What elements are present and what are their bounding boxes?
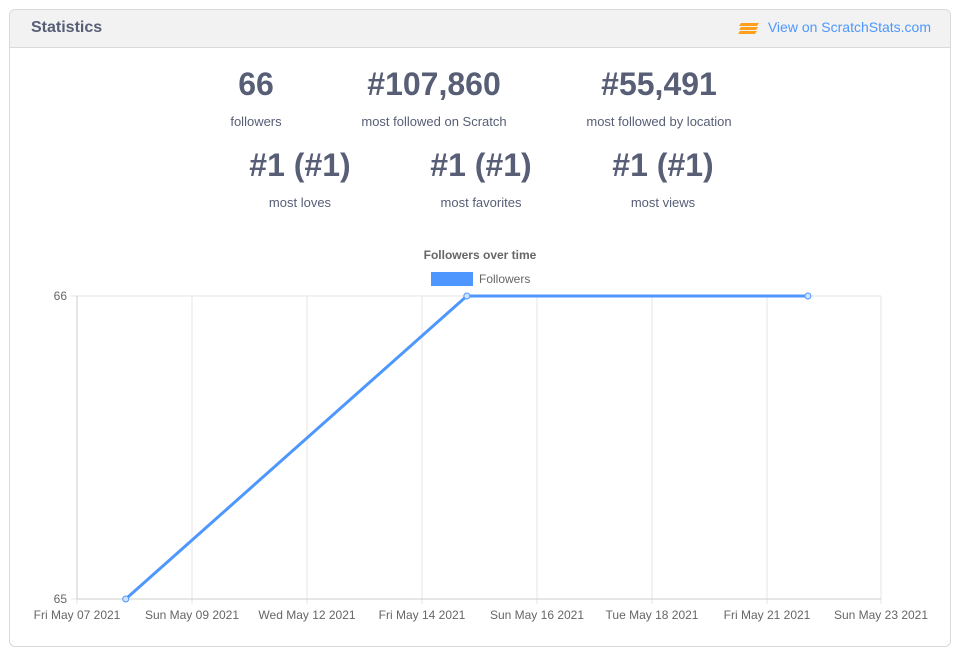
stat-label: most loves (268, 195, 332, 210)
y-tick-label: 65 (54, 592, 68, 606)
stat-value: 66 (238, 66, 274, 102)
stat-value: #1 (#1) (430, 147, 532, 183)
stat-followers: 66 followers (206, 66, 306, 129)
x-tick-label: Fri May 14 2021 (379, 608, 466, 622)
stat-most-views: #1 (#1) most views (588, 147, 738, 210)
legend-label: Followers (479, 272, 530, 286)
x-tick-label: Wed May 12 2021 (258, 608, 355, 622)
y-tick-label: 66 (54, 289, 68, 303)
data-point (804, 292, 812, 300)
followers-series-line (124, 294, 808, 601)
stat-value: #55,491 (601, 66, 717, 102)
stat-label: most followed by location (586, 114, 732, 129)
scratchstats-logo-icon (737, 21, 760, 34)
stat-value: #107,860 (367, 66, 501, 102)
chart-legend[interactable]: Followers (431, 272, 530, 286)
stat-most-followed-location: #55,491 most followed by location (569, 66, 749, 129)
stat-most-loves: #1 (#1) most loves (225, 147, 375, 210)
statistics-panel: Statistics View on ScratchStats.com 66 f… (9, 9, 951, 647)
stat-value: #1 (#1) (249, 147, 351, 183)
view-on-scratchstats-link[interactable]: View on ScratchStats.com (737, 19, 931, 35)
chart-axes: Fri May 07 2021 Sun May 09 2021 Wed May 12… (34, 289, 929, 622)
x-tick-label: Fri May 07 2021 (34, 608, 121, 622)
stat-label: followers (230, 114, 282, 129)
x-tick-label: Sun May 16 2021 (490, 608, 584, 622)
stat-value: #1 (#1) (612, 147, 714, 183)
view-on-scratchstats-label: View on ScratchStats.com (767, 19, 931, 35)
stat-label: most views (630, 195, 696, 210)
legend-swatch (431, 272, 473, 286)
x-tick-label: Sun May 23 2021 (834, 608, 928, 622)
chart-grid (71, 295, 882, 604)
x-tick-label: Fri May 21 2021 (724, 608, 811, 622)
stat-most-favorites: #1 (#1) most favorites (406, 147, 556, 210)
stat-label: most favorites (440, 195, 522, 210)
chart-series (122, 292, 812, 603)
stat-most-followed-scratch: #107,860 most followed on Scratch (344, 66, 524, 129)
data-point (122, 595, 130, 603)
chart-title: Followers over time (423, 248, 537, 262)
x-tick-label: Tue May 18 2021 (606, 608, 699, 622)
followers-chart: Fri May 07 2021 Sun May 09 2021 Wed May 12… (34, 272, 929, 622)
panel-header: Statistics View on ScratchStats.com (10, 10, 950, 48)
data-point (463, 292, 471, 300)
stat-label: most followed on Scratch (361, 114, 507, 129)
x-tick-label: Sun May 09 2021 (145, 608, 239, 622)
panel-title: Statistics (31, 19, 103, 36)
